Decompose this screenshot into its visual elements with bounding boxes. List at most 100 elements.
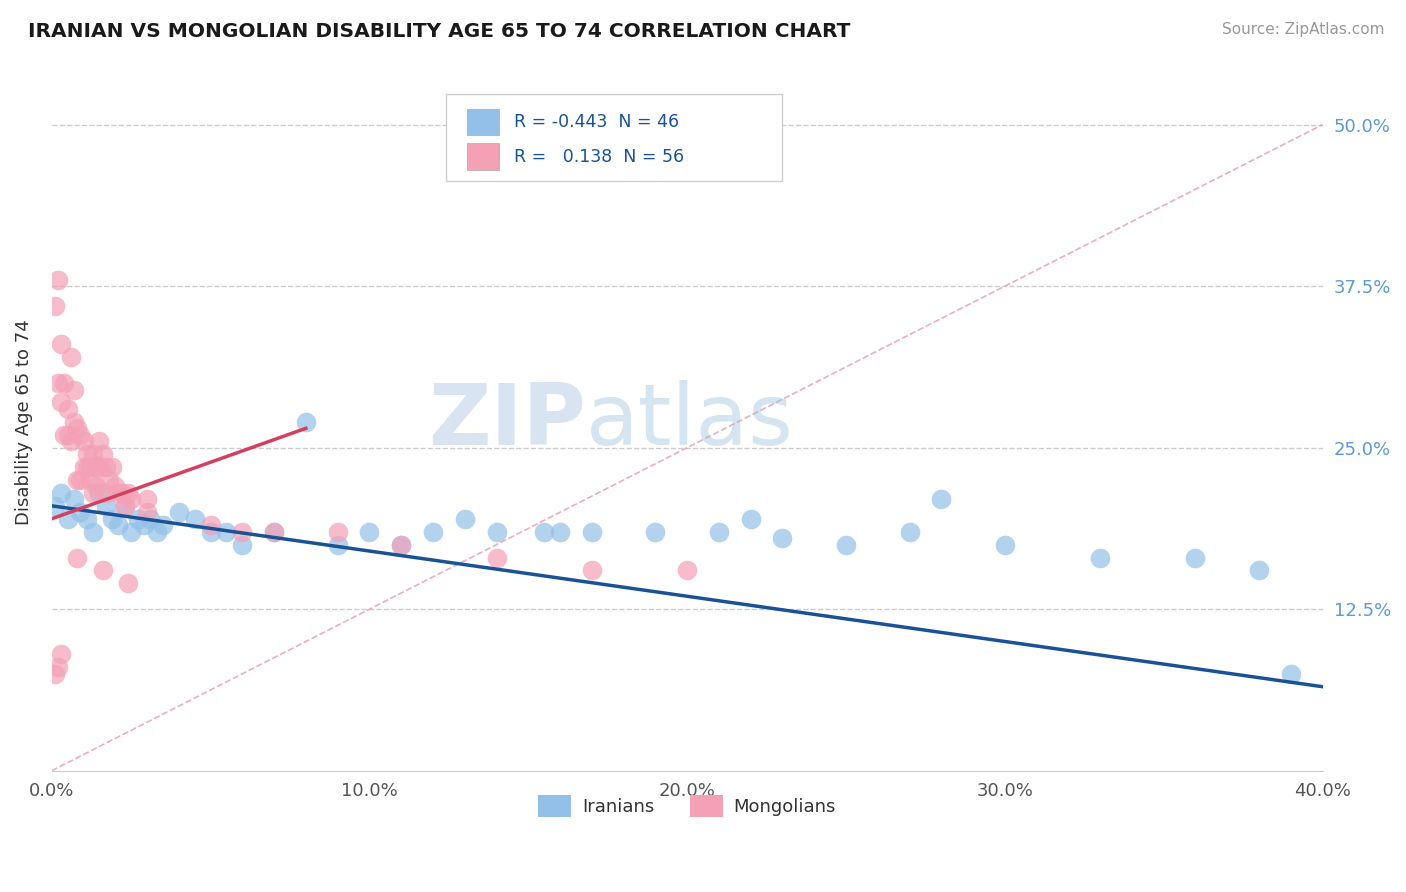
Point	[107, 486, 129, 500]
Point	[94, 486, 117, 500]
Point	[82, 447, 104, 461]
Point	[485, 524, 508, 539]
Point	[835, 538, 858, 552]
Point	[139, 512, 162, 526]
Point	[79, 473, 101, 487]
Point	[53, 376, 76, 390]
Point	[389, 538, 412, 552]
Point	[740, 512, 762, 526]
Point	[46, 660, 69, 674]
Point	[84, 479, 107, 493]
Point	[231, 524, 253, 539]
Point	[56, 401, 79, 416]
Point	[132, 518, 155, 533]
Point	[898, 524, 921, 539]
Point	[1279, 666, 1302, 681]
Point	[44, 666, 66, 681]
Point	[200, 524, 222, 539]
Point	[91, 447, 114, 461]
Point	[581, 563, 603, 577]
Point	[295, 415, 318, 429]
Point	[127, 512, 149, 526]
Point	[89, 460, 111, 475]
Point	[94, 460, 117, 475]
Point	[51, 648, 73, 662]
Point	[1184, 550, 1206, 565]
Point	[51, 395, 73, 409]
Point	[56, 512, 79, 526]
Point	[117, 486, 139, 500]
Point	[114, 499, 136, 513]
Point	[59, 350, 82, 364]
Point	[72, 434, 94, 449]
Point	[644, 524, 666, 539]
Point	[326, 538, 349, 552]
Text: Source: ZipAtlas.com: Source: ZipAtlas.com	[1222, 22, 1385, 37]
Point	[82, 486, 104, 500]
Point	[422, 524, 444, 539]
Point	[772, 531, 794, 545]
Point	[94, 499, 117, 513]
Text: IRANIAN VS MONGOLIAN DISABILITY AGE 65 TO 74 CORRELATION CHART: IRANIAN VS MONGOLIAN DISABILITY AGE 65 T…	[28, 22, 851, 41]
Point	[326, 524, 349, 539]
Point	[152, 518, 174, 533]
Point	[263, 524, 285, 539]
Point	[548, 524, 571, 539]
Text: atlas: atlas	[585, 380, 793, 463]
Point	[53, 427, 76, 442]
Point	[167, 505, 190, 519]
Point	[76, 512, 98, 526]
Point	[89, 486, 111, 500]
Point	[69, 505, 91, 519]
Point	[994, 538, 1017, 552]
Text: R = -0.443  N = 46: R = -0.443 N = 46	[515, 112, 679, 131]
Point	[215, 524, 238, 539]
Point	[44, 299, 66, 313]
Point	[389, 538, 412, 552]
Point	[76, 460, 98, 475]
Point	[231, 538, 253, 552]
Point	[120, 492, 142, 507]
FancyBboxPatch shape	[446, 94, 783, 181]
Point	[145, 524, 167, 539]
Point	[82, 524, 104, 539]
Point	[79, 460, 101, 475]
Point	[51, 486, 73, 500]
Point	[136, 492, 159, 507]
Point	[1247, 563, 1270, 577]
Point	[84, 460, 107, 475]
Point	[63, 415, 86, 429]
Point	[1088, 550, 1111, 565]
Point	[929, 492, 952, 507]
Point	[101, 512, 124, 526]
FancyBboxPatch shape	[467, 144, 499, 170]
Point	[76, 447, 98, 461]
Point	[359, 524, 381, 539]
Point	[44, 499, 66, 513]
Point	[72, 460, 94, 475]
Point	[63, 492, 86, 507]
Point	[200, 518, 222, 533]
Point	[136, 505, 159, 519]
Point	[107, 518, 129, 533]
Text: R =   0.138  N = 56: R = 0.138 N = 56	[515, 148, 685, 166]
Point	[91, 563, 114, 577]
Point	[183, 512, 205, 526]
Point	[581, 524, 603, 539]
Point	[707, 524, 730, 539]
Point	[51, 337, 73, 351]
Point	[120, 524, 142, 539]
Point	[66, 473, 89, 487]
Point	[111, 486, 134, 500]
Point	[56, 427, 79, 442]
Point	[533, 524, 555, 539]
Point	[117, 576, 139, 591]
Point	[66, 421, 89, 435]
Point	[263, 524, 285, 539]
Point	[89, 434, 111, 449]
Point	[101, 460, 124, 475]
Point	[104, 479, 127, 493]
Point	[454, 512, 477, 526]
Legend: Iranians, Mongolians: Iranians, Mongolians	[531, 788, 844, 824]
Point	[97, 473, 120, 487]
